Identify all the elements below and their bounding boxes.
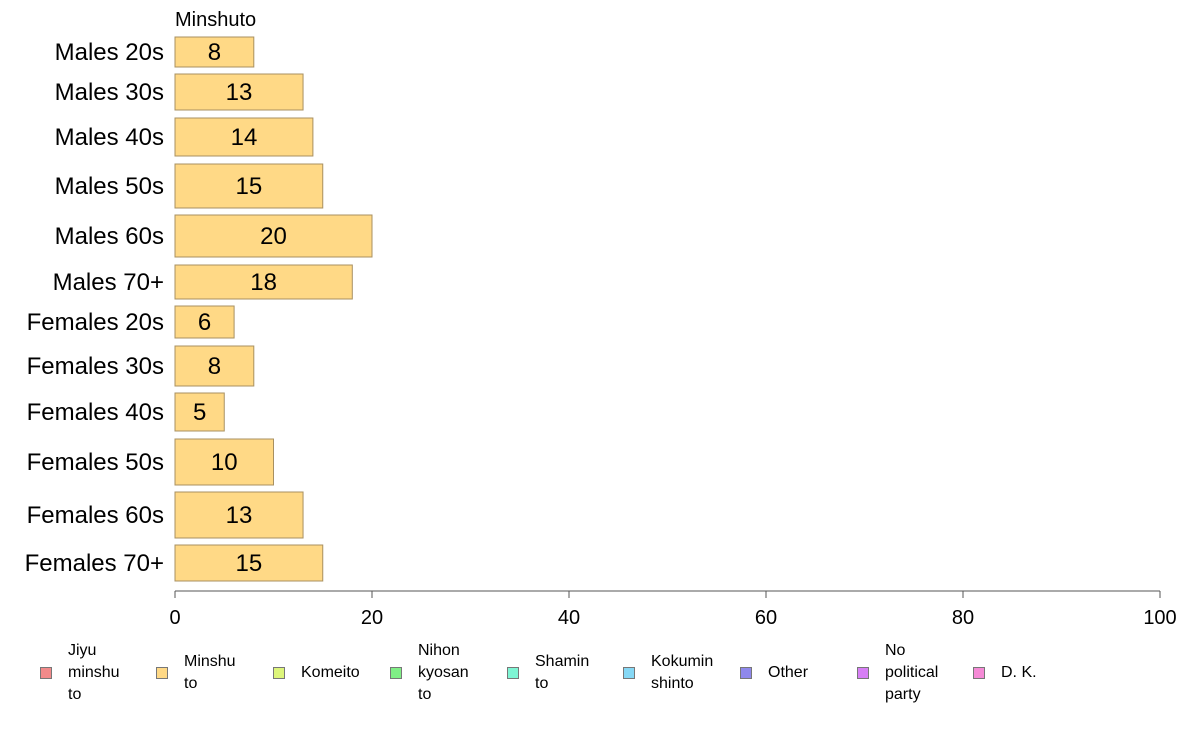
legend: Jiyu minshu to Minshu to Komeito Nihon kyos… — [0, 640, 1188, 720]
legend-item: Other — [740, 640, 808, 706]
y-tick-label: Males 60s — [55, 223, 164, 250]
legend-swatch — [857, 667, 869, 679]
legend-swatch — [156, 667, 168, 679]
legend-label: Jiyu minshu to — [68, 642, 120, 703]
bar-8 — [174, 392, 225, 432]
legend-swatch — [623, 667, 635, 679]
legend-swatch — [973, 667, 985, 679]
bar-3 — [174, 163, 324, 209]
x-tick-label: 100 — [1143, 607, 1176, 629]
y-tick-label: Males 70+ — [53, 269, 164, 296]
bar-value-label: 18 — [250, 269, 277, 296]
y-tick-label: Females 60s — [27, 502, 164, 529]
x-tick-label: 40 — [558, 607, 580, 629]
y-tick-label: Males 30s — [55, 79, 164, 106]
legend-swatch — [40, 667, 52, 679]
x-tick-label: 80 — [952, 607, 974, 629]
y-axis-labels: Males 20s Males 30s Males 40s Males 50s Male… — [25, 39, 164, 577]
y-tick-label: Females 50s — [27, 449, 164, 476]
x-tick-label: 20 — [361, 607, 383, 629]
bar-value-label: 13 — [226, 79, 253, 106]
bar-1 — [174, 73, 304, 111]
legend-label: Komeito — [301, 664, 360, 681]
legend-swatch — [507, 667, 519, 679]
bar-9 — [174, 438, 274, 486]
y-tick-label: Females 30s — [27, 353, 164, 380]
bar-2 — [174, 117, 314, 157]
bar-value-label: 15 — [236, 173, 263, 200]
bar-6 — [174, 305, 235, 339]
y-tick-label: Females 40s — [27, 399, 164, 426]
legend-item: Minshu to — [156, 640, 236, 706]
y-tick-label: Females 20s — [27, 309, 164, 336]
bar-value-label: 15 — [236, 550, 263, 577]
bar-0 — [174, 36, 255, 68]
legend-item: Nihon kyosan to — [390, 640, 469, 706]
bar-value-label: 10 — [211, 449, 238, 476]
chart-title: Minshuto — [175, 9, 256, 31]
y-tick-label: Males 40s — [55, 124, 164, 151]
legend-label: Kokumin shinto — [651, 653, 714, 692]
bar-value-label: 8 — [208, 39, 221, 66]
legend-label: Shamin to — [535, 653, 590, 692]
bar-7 — [174, 345, 255, 387]
bar-10 — [174, 491, 304, 539]
bar-value-label: 6 — [198, 309, 211, 336]
legend-swatch — [390, 667, 402, 679]
y-tick-label: Males 20s — [55, 39, 164, 66]
x-axis: 0 20 40 60 80 100 — [169, 591, 1177, 629]
x-tick-label: 60 — [755, 607, 777, 629]
legend-item: Jiyu minshu to — [40, 640, 120, 706]
legend-swatch — [740, 667, 752, 679]
legend-label: D. K. — [1001, 664, 1037, 681]
legend-label: Nihon kyosan to — [418, 642, 469, 703]
legend-item: Komeito — [273, 640, 360, 706]
legend-item: D. K. — [973, 640, 1037, 706]
legend-item: Kokumin shinto — [623, 640, 713, 706]
y-tick-label: Females 70+ — [25, 550, 164, 577]
bar-value-label: 14 — [231, 124, 258, 151]
bar-value-label: 20 — [260, 223, 287, 250]
bar-11 — [174, 544, 324, 582]
bar-value-label: 8 — [208, 353, 221, 380]
bar-5 — [174, 264, 353, 300]
bar-4 — [174, 214, 373, 258]
legend-swatch — [273, 667, 285, 679]
legend-label: Minshu to — [184, 653, 236, 692]
legend-item: No political party — [857, 640, 938, 706]
bar-value-label: 13 — [226, 502, 253, 529]
x-tick-label: 0 — [169, 607, 180, 629]
legend-item: Shamin to — [507, 640, 589, 706]
legend-label: No political party — [885, 642, 939, 703]
y-tick-label: Males 50s — [55, 173, 164, 200]
bar-value-label: 5 — [193, 399, 206, 426]
legend-label: Other — [768, 664, 809, 681]
